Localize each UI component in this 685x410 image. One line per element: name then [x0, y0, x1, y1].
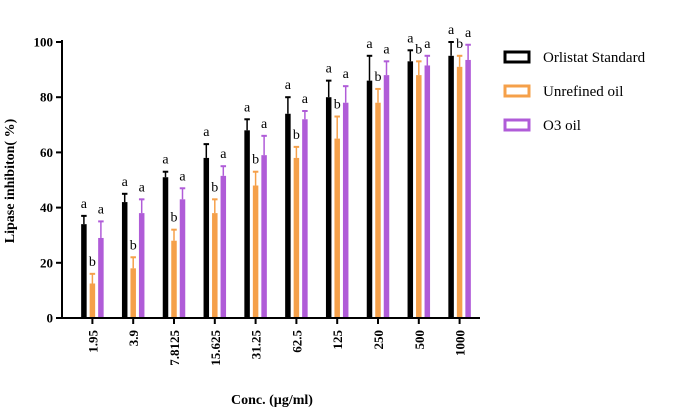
bar — [325, 97, 332, 318]
significance-label: b — [415, 42, 422, 57]
bar — [375, 102, 381, 318]
x-axis: 1.95 3.9 7.8125 15.625 31.25 62.5 125 250 500 100… — [62, 317, 480, 366]
bar — [424, 65, 431, 319]
x-tick-label: 500 — [412, 330, 427, 350]
bar — [81, 224, 87, 318]
y-tick-label: 20 — [40, 255, 53, 270]
bar — [138, 213, 145, 318]
significance-label: b — [375, 70, 382, 85]
x-tick-label: 250 — [371, 330, 386, 350]
significance-label: a — [139, 180, 146, 195]
bar — [342, 102, 349, 318]
y-tick-label: 60 — [40, 145, 53, 160]
significance-label: b — [89, 255, 96, 270]
bar — [162, 177, 169, 318]
significance-label: a — [162, 153, 169, 168]
significance-label: b — [171, 211, 178, 226]
significance-label: a — [285, 78, 292, 93]
significance-label: a — [179, 169, 186, 184]
y-tick-label: 100 — [34, 35, 54, 50]
significance-label: a — [343, 67, 350, 82]
significance-label: b — [211, 180, 218, 195]
y-tick-label: 0 — [47, 311, 54, 326]
significance-label: a — [465, 26, 472, 41]
x-tick-label: 62.5 — [289, 330, 304, 353]
bar — [416, 75, 422, 319]
x-tick-label: 7.8125 — [167, 330, 182, 366]
significance-label: a — [407, 31, 414, 46]
significance-label: a — [448, 23, 455, 38]
bar — [261, 155, 267, 318]
legend-label: Orlistat Standard — [543, 50, 646, 66]
x-tick-label: 125 — [330, 330, 345, 350]
bar — [285, 113, 291, 318]
bar — [179, 199, 186, 318]
bar — [98, 237, 104, 318]
bar — [89, 283, 96, 318]
x-tick-label: 15.625 — [208, 330, 223, 366]
x-tick-label: 1.95 — [85, 330, 100, 353]
y-axis-title: Lipase inhibiton( %) — [3, 118, 18, 243]
bar — [293, 157, 300, 318]
significance-label: a — [261, 117, 268, 132]
bar — [244, 130, 250, 318]
legend-label: Unrefined oil — [543, 84, 623, 100]
x-tick-label: 3.9 — [126, 330, 141, 347]
y-tick-label: 80 — [40, 90, 53, 105]
x-axis-title: Conc. (µg/ml) — [231, 393, 313, 408]
significance-label: b — [130, 238, 137, 253]
bar — [252, 185, 259, 318]
significance-label: b — [334, 98, 341, 113]
significance-label: a — [244, 100, 251, 115]
bar — [456, 66, 463, 318]
significance-label: a — [326, 62, 333, 77]
bar — [171, 240, 177, 318]
significance-label: a — [98, 202, 105, 217]
x-tick-label: 31.25 — [249, 330, 264, 360]
significance-label: a — [366, 37, 373, 52]
significance-label: b — [456, 37, 463, 52]
significance-label: a — [81, 197, 88, 212]
bar — [203, 157, 210, 318]
y-axis: 0 20 40 60 80 100 — [34, 35, 63, 326]
legend-swatch — [503, 50, 531, 64]
bar — [407, 61, 414, 318]
bar — [121, 202, 128, 318]
legend-label: O3 oil — [543, 118, 581, 134]
bar — [302, 119, 308, 318]
significance-label: b — [252, 153, 259, 168]
significance-label: a — [383, 42, 390, 57]
significance-label: a — [122, 175, 129, 190]
significance-label: b — [293, 128, 300, 143]
significance-label: a — [302, 92, 309, 107]
bar — [383, 75, 390, 319]
bar — [366, 80, 373, 318]
bar — [334, 138, 340, 318]
bar — [465, 59, 471, 318]
legend-swatch — [503, 118, 531, 132]
significance-label: a — [220, 147, 227, 162]
significance-label: a — [203, 125, 210, 140]
x-tick-label: 1000 — [453, 330, 468, 356]
bar — [212, 213, 218, 318]
legend: Orlistat Standard Unrefined oil O3 oil — [503, 50, 646, 134]
legend-swatch — [503, 84, 531, 98]
bar — [220, 175, 227, 318]
bar — [448, 55, 454, 319]
bar — [130, 268, 136, 318]
significance-label: a — [424, 37, 431, 52]
y-tick-label: 40 — [40, 200, 53, 215]
